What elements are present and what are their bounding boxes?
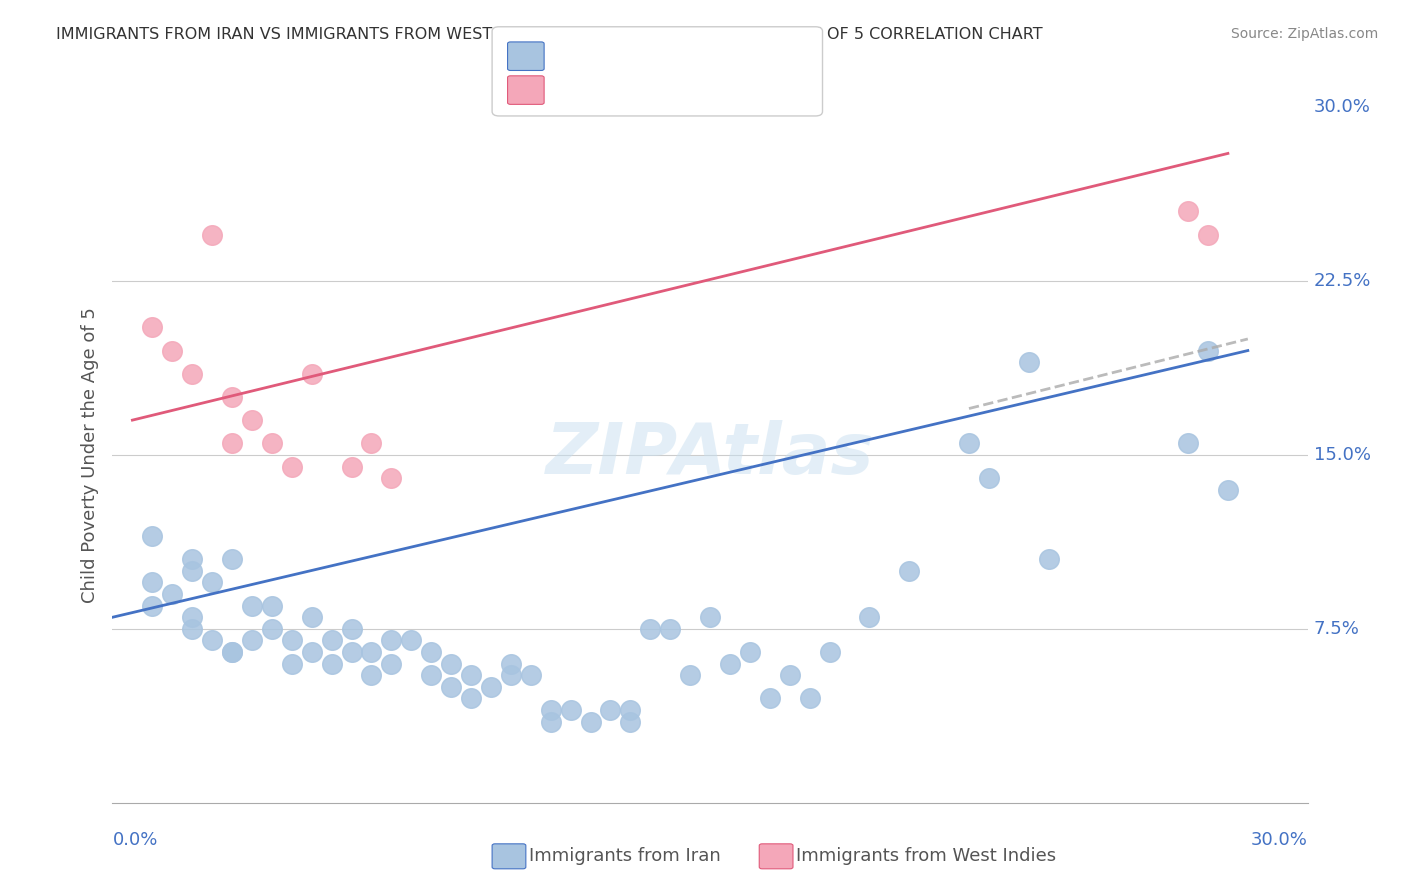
Point [260,599,283,613]
Text: 15.0%: 15.0% [1313,446,1371,464]
Point [818,645,841,659]
Text: IMMIGRANTS FROM IRAN VS IMMIGRANTS FROM WEST INDIES CHILD POVERTY UNDER THE AGE : IMMIGRANTS FROM IRAN VS IMMIGRANTS FROM … [56,27,1043,42]
Point [440,680,463,694]
Point [460,691,482,706]
Point [640,622,662,636]
Point [201,633,224,648]
Point [420,668,443,682]
Point [779,668,801,682]
Point [380,657,402,671]
Point [1216,483,1239,497]
Point [221,645,243,659]
Text: 30.0%: 30.0% [1313,98,1371,116]
Point [1197,227,1219,242]
Point [579,714,602,729]
Point [181,610,204,624]
Point [540,703,562,717]
Point [460,668,482,682]
Point [540,714,562,729]
Point [1177,204,1199,219]
Point [181,622,204,636]
Point [499,668,522,682]
Point [181,564,204,578]
Point [499,657,522,671]
Point [301,367,323,381]
Text: 7.5%: 7.5% [1313,620,1360,638]
Point [1177,436,1199,450]
Point [301,645,323,659]
Point [380,633,402,648]
Point [977,471,1000,485]
Point [420,645,443,659]
Point [718,657,741,671]
Point [201,575,224,590]
Point [201,227,224,242]
Point [360,668,382,682]
Text: 0.0%: 0.0% [112,830,157,848]
Point [898,564,921,578]
Point [162,587,183,601]
Point [340,459,363,474]
Point [221,390,243,404]
Point [679,668,702,682]
Point [141,575,163,590]
Point [221,645,243,659]
Point [141,529,163,543]
Point [281,459,304,474]
Point [340,622,363,636]
Point [281,657,304,671]
Point [240,413,263,427]
Point [479,680,502,694]
Point [221,552,243,566]
Text: ZIPAtlas: ZIPAtlas [546,420,875,490]
Point [321,657,343,671]
Point [321,633,343,648]
Point [1038,552,1060,566]
Point [560,703,582,717]
Point [1018,355,1040,369]
Point [401,633,423,648]
Point [141,599,163,613]
Point [181,367,204,381]
Point [858,610,880,624]
Text: 22.5%: 22.5% [1313,272,1371,290]
Point [301,610,323,624]
Text: R = 0.599   N = 15: R = 0.599 N = 15 [550,81,720,99]
Point [380,471,402,485]
Point [340,645,363,659]
Point [520,668,543,682]
Text: R = 0.326   N = 66: R = 0.326 N = 66 [550,47,720,65]
Point [699,610,721,624]
Point [440,657,463,671]
Point [181,552,204,566]
Text: Source: ZipAtlas.com: Source: ZipAtlas.com [1230,27,1378,41]
Point [162,343,183,358]
Point [240,633,263,648]
Point [360,645,382,659]
Point [738,645,761,659]
Text: Immigrants from West Indies: Immigrants from West Indies [796,847,1056,865]
Point [799,691,821,706]
Y-axis label: Child Poverty Under the Age of 5: Child Poverty Under the Age of 5 [80,307,98,603]
Point [281,633,304,648]
Text: 30.0%: 30.0% [1251,830,1308,848]
Point [619,703,641,717]
Point [599,703,621,717]
Point [659,622,682,636]
Point [360,436,382,450]
Point [260,436,283,450]
Point [957,436,980,450]
Point [240,599,263,613]
Point [141,320,163,334]
Point [221,436,243,450]
Text: Immigrants from Iran: Immigrants from Iran [529,847,720,865]
Point [619,714,641,729]
Point [1197,343,1219,358]
Point [260,622,283,636]
Point [759,691,782,706]
